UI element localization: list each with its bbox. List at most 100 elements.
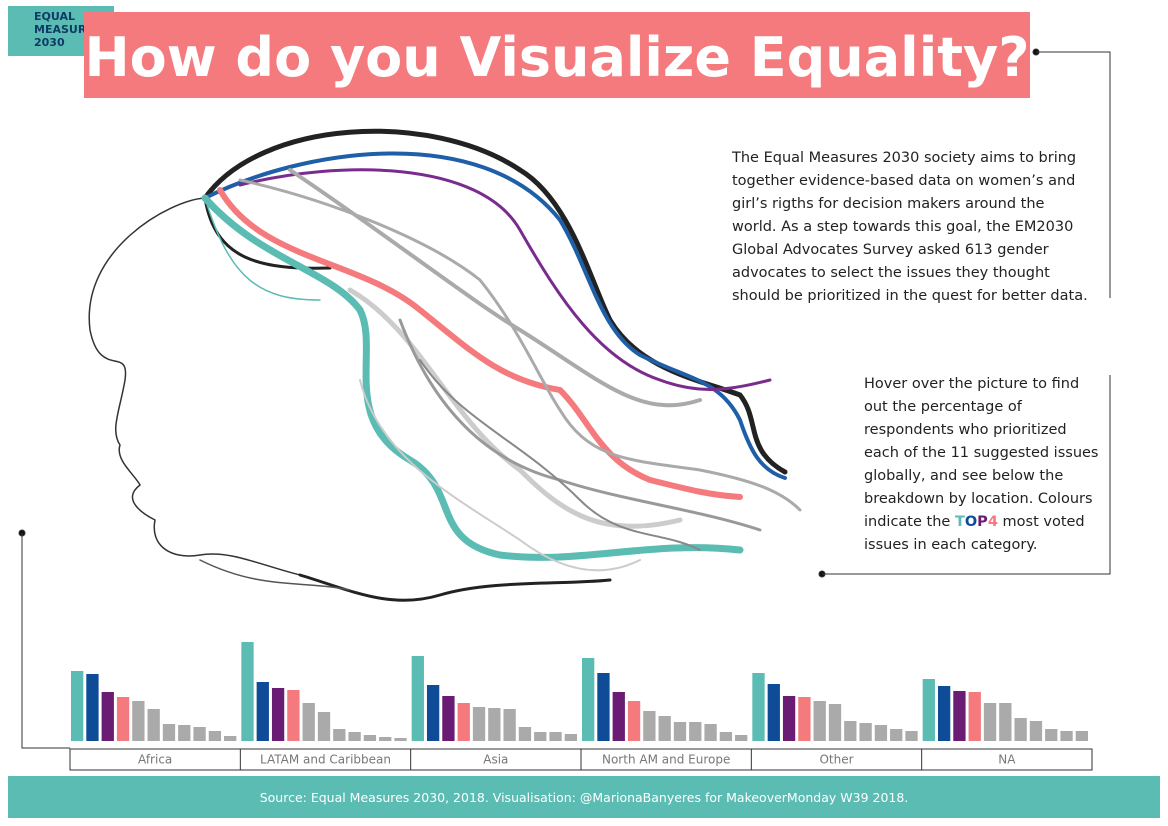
connector-line (21, 533, 70, 749)
bar (968, 692, 981, 741)
bar (582, 658, 595, 741)
bar (193, 727, 206, 741)
category-label: LATAM and Caribbean (260, 753, 391, 767)
bar (178, 725, 191, 741)
bar (1075, 731, 1088, 741)
intro-line: should be prioritized in the quest for b… (732, 288, 1088, 304)
intro-line: The Equal Measures 2030 society aims to … (732, 150, 1077, 166)
bar (442, 696, 455, 741)
bar (658, 716, 671, 741)
intro-line: world. As a step towards this goal, the … (732, 219, 1074, 235)
bar (488, 708, 501, 741)
bar (224, 736, 237, 741)
bar (317, 712, 331, 741)
bar (767, 684, 780, 741)
hint-line: each of the 11 suggested issues (864, 445, 1099, 461)
hint-line: breakdown by location. Colours (864, 491, 1093, 507)
intro-text: The Equal Measures 2030 society aims to … (732, 147, 1088, 308)
category-label: Other (819, 753, 853, 767)
logo-text: 2030 (34, 36, 65, 49)
bar (704, 724, 717, 741)
bar (116, 697, 130, 741)
intro-line: girl’s rigths for decision makers around… (732, 196, 1045, 212)
bar (999, 703, 1012, 741)
bar (673, 722, 687, 741)
intro-line: Global Advocates Survey asked 613 gender (732, 242, 1049, 258)
hair-drawing[interactable] (88, 128, 802, 602)
title: How do you Visualize Equality? (84, 12, 1030, 98)
hint-line: indicate the TOP4 most voted (864, 511, 1098, 534)
logo-text: EQUAL (34, 10, 75, 23)
bar (890, 729, 903, 741)
bar (627, 701, 641, 741)
bar (549, 732, 562, 741)
bar (348, 732, 361, 741)
bar (411, 656, 424, 741)
bar (518, 727, 532, 741)
bar (689, 722, 702, 741)
bar (782, 696, 796, 741)
bar (719, 732, 733, 741)
bar (643, 711, 656, 741)
connector-line (1036, 51, 1111, 298)
hint-line: globally, and see below the (864, 468, 1064, 484)
bar (394, 738, 407, 741)
hint-line: out the percentage of (864, 399, 1022, 415)
bar (735, 735, 748, 741)
top4-letter: 4 (987, 514, 998, 530)
intro-line: together evidence-based data on women’s … (732, 173, 1076, 189)
bar (922, 679, 935, 741)
bar (1060, 731, 1073, 741)
bar (874, 725, 888, 741)
bar (457, 703, 470, 741)
bar (859, 723, 872, 741)
intro-line: advocates to select the issues they thou… (732, 265, 1050, 281)
bar (564, 734, 577, 741)
bar (534, 732, 547, 741)
bar (256, 682, 269, 741)
bar (271, 688, 285, 741)
bar (86, 674, 99, 741)
hint-text: indicate the (864, 514, 955, 530)
bar (241, 642, 254, 741)
bar (71, 671, 84, 741)
bar (472, 707, 486, 741)
bar (937, 686, 951, 741)
top4-letter: O (964, 514, 978, 530)
bar (813, 701, 826, 741)
hint-text: most voted (997, 514, 1085, 530)
bar (147, 709, 160, 741)
bar (363, 735, 377, 741)
bar (1045, 729, 1058, 741)
bar (132, 701, 145, 741)
top4-letter: P (977, 514, 988, 530)
bar (333, 729, 346, 741)
category-label: North AM and Europe (602, 753, 730, 767)
top4-letter: T (954, 514, 965, 530)
bar (983, 703, 997, 741)
bar (612, 692, 625, 741)
bar (1014, 718, 1027, 741)
hint-text: Hover over the picture to find out the pe… (864, 373, 1098, 557)
bar (287, 690, 300, 741)
bar (379, 737, 392, 741)
bar (953, 691, 966, 741)
hint-line: respondents who prioritized (864, 422, 1067, 438)
bar (1029, 721, 1043, 741)
bar (426, 685, 440, 741)
category-label: NA (998, 753, 1016, 767)
bar (798, 697, 811, 741)
bar (828, 704, 842, 741)
bar (752, 673, 765, 741)
bar (597, 673, 610, 741)
category-label: Asia (483, 753, 508, 767)
bar (208, 731, 222, 741)
hint-line: Hover over the picture to find (864, 376, 1080, 392)
bar (101, 692, 114, 741)
hint-line: issues in each category. (864, 537, 1038, 553)
connector-line (822, 375, 1111, 575)
bar (162, 724, 176, 741)
footer: Source: Equal Measures 2030, 2018. Visua… (8, 776, 1160, 818)
